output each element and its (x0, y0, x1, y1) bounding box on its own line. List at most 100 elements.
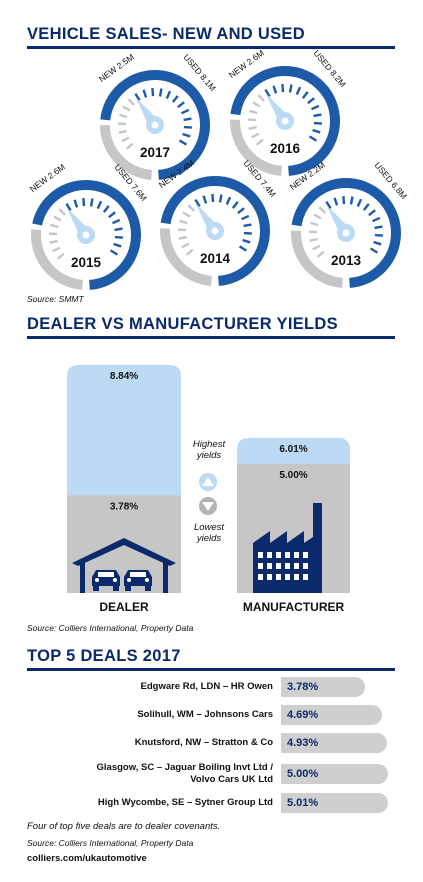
top-deals-title: TOP 5 DEALS 2017 (27, 647, 181, 665)
gauge-tick (333, 197, 339, 206)
factory-window (267, 563, 272, 569)
highest-yield-label: 6.01% (279, 444, 307, 455)
top-deals-footnote: Four of top five deals are to dealer cov… (27, 821, 221, 832)
gauge-tick (231, 201, 239, 209)
factory-window (294, 563, 299, 569)
gauge-hub-center (151, 121, 159, 129)
gauge-tick (89, 198, 94, 207)
gauge-tick (183, 117, 192, 122)
gauge-new-arc (160, 228, 213, 286)
yields-title: DEALER VS MANUFACTURER YIELDS (27, 315, 338, 333)
highest-yield-segment (237, 437, 350, 464)
lowest-yields-line-2: yields (196, 533, 222, 544)
car-light (95, 578, 99, 582)
factory-window (285, 574, 290, 580)
car-wheel (145, 586, 151, 591)
gauge-tick (134, 92, 141, 102)
deal-value: 4.69% (287, 709, 319, 721)
deal-name-line: Knutsford, NW – Stratton & Co (134, 737, 273, 748)
gauge-tick (178, 235, 187, 240)
gauge-tick (52, 246, 61, 253)
gauge-tick (177, 101, 185, 109)
gauge-tick (301, 91, 309, 99)
car-window (98, 572, 114, 577)
gauge-hub-center (342, 229, 350, 237)
highest-yields-label: Highest yields (178, 439, 240, 461)
gauge-year-label: 2016 (270, 141, 301, 156)
gauge-tick (125, 142, 134, 150)
highest-yields-line-1: Highest (192, 439, 226, 450)
car-light (127, 578, 131, 582)
gauge-tick (142, 89, 148, 98)
gauge-tick (185, 248, 194, 256)
yield-arrows (199, 473, 217, 515)
deal-bar (281, 705, 383, 725)
factory-window (303, 552, 308, 558)
gauge-tick (242, 238, 251, 244)
gauge-tick (102, 205, 110, 213)
lowest-yield-label: 3.78% (110, 501, 138, 512)
gauge-tick (368, 209, 376, 217)
gauge-tick (171, 95, 179, 103)
top-deals-source: Source: Colliers International, Property… (27, 838, 194, 848)
gauge-tick (183, 125, 192, 129)
gauge-tick (243, 223, 252, 228)
factory-window (303, 563, 308, 569)
deal-bar (281, 733, 387, 753)
gauge-tick (112, 218, 121, 225)
deal-name-line: Volvo Cars UK Ltd (190, 774, 273, 785)
yields-rule (27, 336, 395, 339)
gauge-tick (316, 250, 325, 258)
car-icon (124, 570, 152, 591)
factory-window (294, 552, 299, 558)
gauge-tick (307, 97, 315, 105)
gauge-used-arc (32, 180, 141, 290)
gauge-tick (122, 105, 131, 112)
gauge-tick (182, 211, 191, 218)
gauge-tick (313, 213, 322, 220)
deal-name: Edgware Rd, LDN – HR Owen (141, 681, 274, 693)
gauge-new-arc (100, 124, 153, 180)
deal-bar (281, 677, 366, 697)
gauge-used-arc (291, 178, 401, 288)
gauge-hub-center (211, 227, 219, 235)
gauge-tick (309, 237, 318, 242)
gauge-tick (96, 200, 103, 209)
colliers-url-link[interactable]: colliers.com/ukautomotive (27, 853, 147, 864)
gauge-tick (252, 101, 261, 108)
highest-yield-label: 8.84% (110, 371, 138, 382)
lowest-yields-line-1: Lowest (193, 522, 225, 533)
yields-chart: 8.84% 3.78% DEALER 6.01% 5.00% MANUFACTURER (67, 364, 350, 614)
vehicle-sales-rule (27, 46, 395, 49)
vehicle-sales-source: Source: SMMT (27, 294, 84, 304)
gauge-tick (225, 196, 232, 205)
gauge-tick (158, 88, 163, 97)
car-icon (92, 570, 120, 591)
factory-window (276, 563, 281, 569)
top-deals-rule (27, 668, 395, 671)
gauge-tick (288, 84, 293, 93)
gauge-tick (187, 204, 195, 212)
deal-name: High Wycombe, SE – Sytner Group Ltd (98, 797, 273, 809)
car-light (145, 578, 149, 582)
gauge-tick (349, 196, 354, 205)
factory-window (276, 552, 281, 558)
deal-value: 3.78% (287, 681, 319, 693)
gauge-tick (50, 223, 59, 229)
gauge-tick (211, 194, 215, 203)
gauge-tick (325, 200, 332, 210)
gauge-tick (108, 211, 116, 219)
gauge-tick (218, 194, 223, 203)
gauge-tick (312, 128, 321, 134)
gauge-tick (53, 215, 62, 222)
gauge-tick (238, 245, 248, 252)
showroom-pillar-left (80, 560, 85, 593)
gauge-tick (179, 219, 188, 225)
showroom-pillar-right (163, 560, 168, 593)
gauge-tick (264, 88, 271, 98)
lowest-yields-label: Lowest yields (178, 522, 240, 544)
deal-value: 5.01% (287, 797, 319, 809)
gauge-tick (251, 132, 260, 139)
